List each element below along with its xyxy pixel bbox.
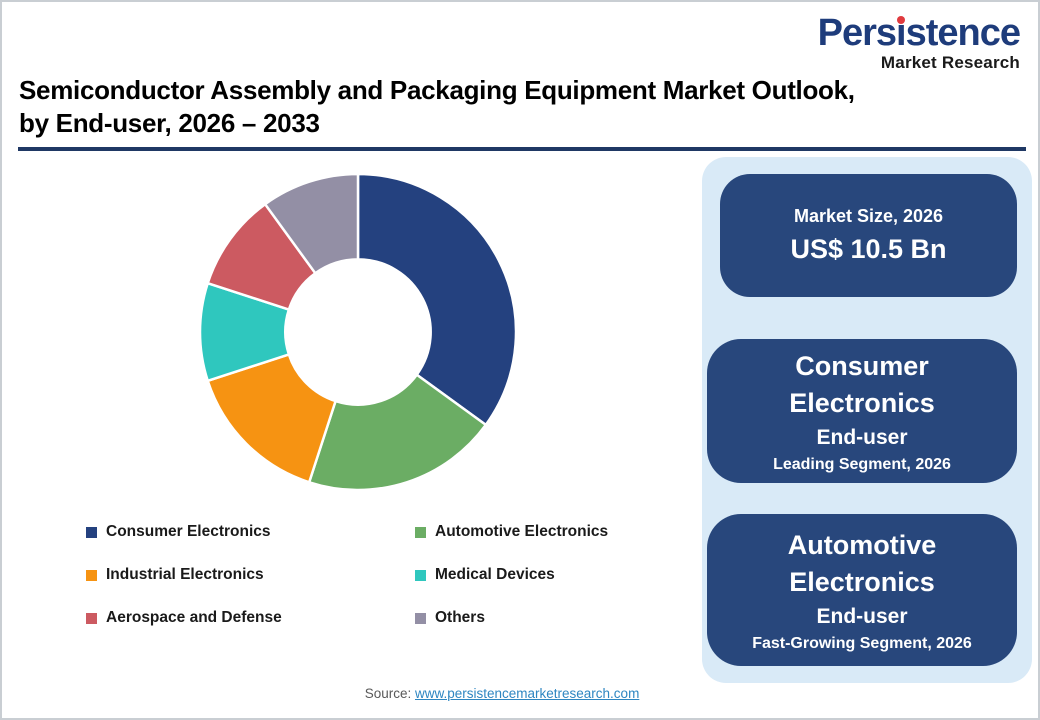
- market-size-value: US$ 10.5 Bn: [790, 234, 947, 264]
- fast-growing-segment-dimension: End-user: [816, 604, 908, 628]
- page-title-line2: by End-user, 2026 – 2033: [19, 108, 320, 139]
- legend-swatch-icon: [86, 612, 97, 624]
- brand-logo: Persistence Market Research: [817, 12, 1021, 72]
- leading-segment-card: Consumer Electronics End-user Leading Se…: [707, 339, 1017, 483]
- source-line: Source: www.persistencemarketresearch.co…: [2, 686, 1002, 701]
- fast-growing-segment-caption: Fast-Growing Segment, 2026: [752, 634, 972, 652]
- donut-chart: [198, 172, 518, 492]
- legend-label: Automotive Electronics: [435, 523, 609, 540]
- legend-item-industrial-electronics: Industrial Electronics: [86, 566, 415, 584]
- leading-segment-caption: Leading Segment, 2026: [773, 455, 951, 473]
- brand-wordmark-part: Pers: [817, 12, 897, 54]
- donut-segment-others: [263, 172, 360, 275]
- highlight-panel: Market Size, 2026 US$ 10.5 Bn Consumer E…: [702, 157, 1032, 683]
- fast-growing-segment-card: Automotive Electronics End-user Fast-Gro…: [707, 514, 1017, 666]
- legend-item-consumer-electronics: Consumer Electronics: [86, 523, 415, 541]
- legend-item-others: Others: [415, 609, 715, 627]
- legend-swatch-icon: [86, 526, 97, 538]
- legend-label: Consumer Electronics: [106, 523, 271, 540]
- fast-growing-segment-name: Automotive Electronics: [787, 530, 937, 597]
- leading-segment-name: Consumer Electronics: [789, 351, 935, 418]
- chart-legend: Consumer Electronics Automotive Electron…: [86, 523, 715, 627]
- title-underline: [18, 147, 1026, 151]
- legend-item-automotive-electronics: Automotive Electronics: [415, 523, 715, 541]
- brand-wordmark: Persistence: [817, 12, 1021, 54]
- legend-label: Industrial Electronics: [106, 566, 264, 583]
- source-label: Source:: [364, 686, 412, 701]
- legend-swatch-icon: [86, 569, 97, 581]
- legend-label: Medical Devices: [435, 566, 555, 583]
- page-title-line1: Semiconductor Assembly and Packaging Equ…: [19, 75, 855, 105]
- legend-label: Others: [435, 609, 485, 626]
- legend-label: Aerospace and Defense: [106, 609, 282, 626]
- brand-wordmark-part: stence: [905, 12, 1021, 54]
- source-link[interactable]: www.persistencemarketresearch.com: [414, 686, 640, 701]
- donut-segment-automotive-electronics: [307, 373, 488, 492]
- legend-swatch-icon: [415, 569, 426, 581]
- market-size-label: Market Size, 2026: [793, 206, 944, 226]
- brand-wordmark-i-red-dot: i: [896, 12, 907, 54]
- legend-item-medical-devices: Medical Devices: [415, 566, 715, 584]
- page-title: Semiconductor Assembly and Packaging Equ…: [19, 74, 855, 141]
- brand-wordmark-part: i: [896, 12, 907, 54]
- legend-swatch-icon: [415, 612, 426, 624]
- donut-segment-consumer-electronics: [356, 172, 518, 427]
- legend-item-aerospace-and-defense: Aerospace and Defense: [86, 609, 415, 627]
- donut-segment-industrial-electronics: [206, 353, 337, 484]
- market-size-card: Market Size, 2026 US$ 10.5 Bn: [720, 174, 1017, 297]
- brand-subtitle: Market Research: [880, 53, 1020, 72]
- leading-segment-dimension: End-user: [816, 425, 908, 449]
- legend-swatch-icon: [415, 526, 426, 538]
